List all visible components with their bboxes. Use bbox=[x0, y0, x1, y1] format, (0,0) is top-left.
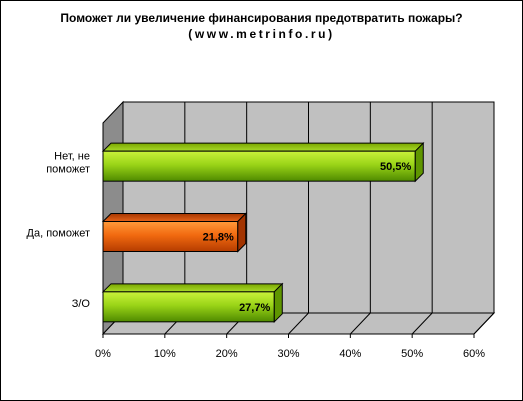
bar-end-face bbox=[237, 212, 247, 253]
bar-value-label: 21,8% bbox=[203, 232, 234, 244]
bar-top-face bbox=[101, 283, 284, 293]
chart-title: Поможет ли увеличение финансирования пре… bbox=[60, 11, 463, 25]
bar bbox=[101, 282, 284, 324]
x-tick-label: 60% bbox=[463, 348, 485, 360]
floor-gridline bbox=[349, 312, 371, 335]
floor-gridline bbox=[411, 312, 433, 335]
bar bbox=[101, 141, 425, 183]
x-tick-label: 50% bbox=[401, 348, 423, 360]
bar bbox=[101, 212, 248, 253]
bar-end-face bbox=[273, 282, 283, 324]
bar-top-face bbox=[101, 213, 248, 222]
bar-front-face bbox=[102, 221, 239, 252]
bar-front-face bbox=[102, 291, 275, 323]
x-tick-label: 30% bbox=[277, 348, 299, 360]
category-label: Нет, не поможет bbox=[46, 151, 90, 176]
chart-subtitle: (www.metrinfo.ru) bbox=[188, 27, 335, 41]
x-tick-label: 20% bbox=[216, 348, 238, 360]
category-label: З/О bbox=[72, 298, 91, 310]
x-tick-label: 40% bbox=[339, 348, 361, 360]
floor-gridline bbox=[288, 312, 309, 335]
bar-front-face bbox=[102, 150, 416, 182]
floor-gridline bbox=[473, 312, 495, 335]
bar-top-face bbox=[101, 142, 425, 152]
x-tick-label: 0% bbox=[95, 348, 111, 360]
bar-end-face bbox=[414, 141, 424, 183]
category-label: Да, поможет bbox=[27, 228, 90, 240]
bar-value-label: 50,5% bbox=[380, 161, 411, 173]
chart-title-block: Поможет ли увеличение финансирования пре… bbox=[0, 10, 523, 42]
x-tick-label: 10% bbox=[154, 348, 176, 360]
bar-value-label: 27,7% bbox=[239, 302, 270, 314]
